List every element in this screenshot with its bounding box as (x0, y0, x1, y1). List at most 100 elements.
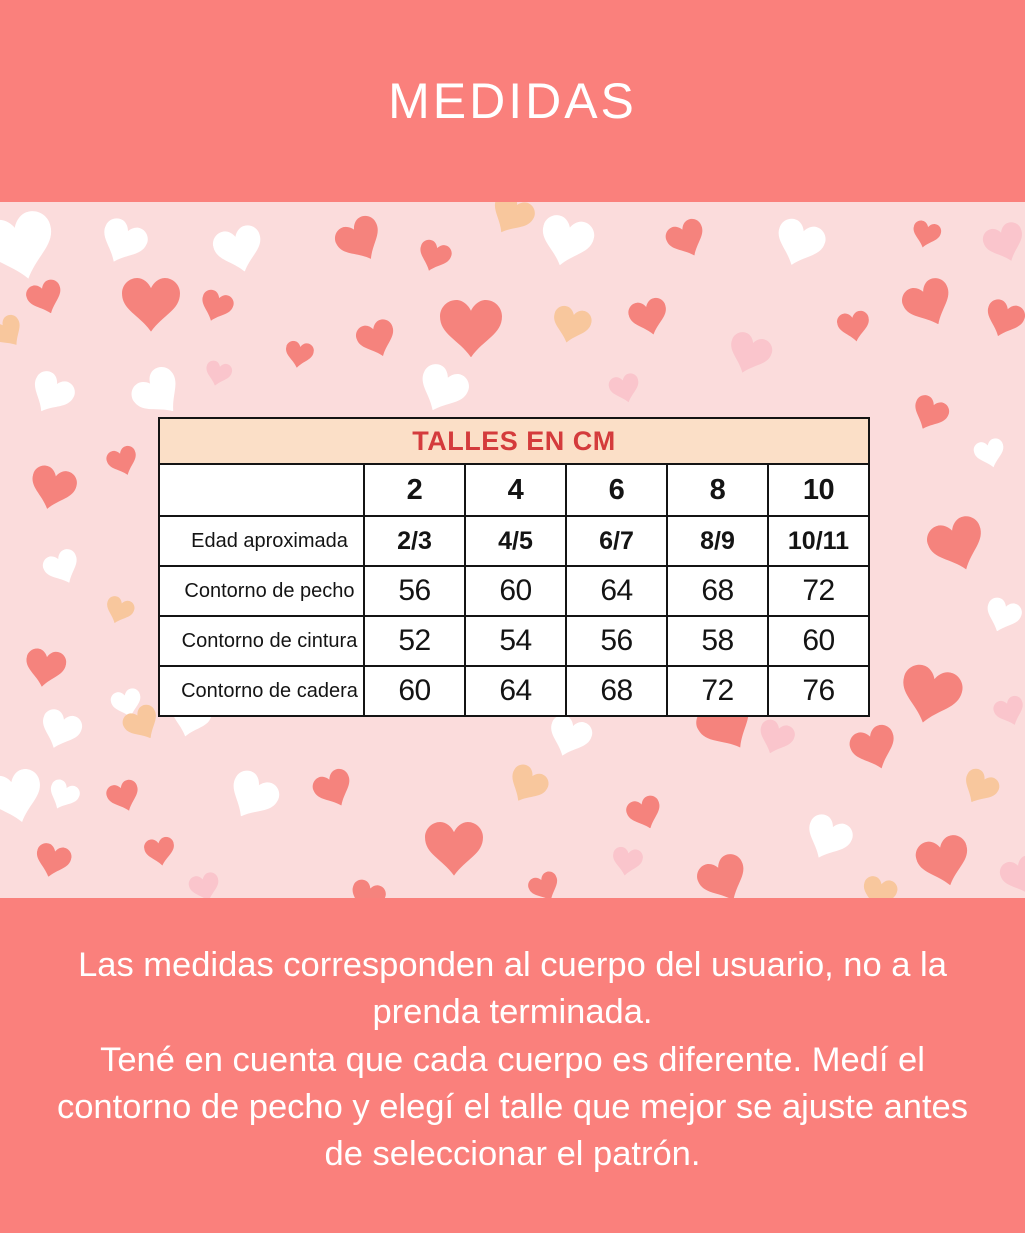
row-value: 60 (767, 615, 870, 667)
heart-icon (122, 278, 180, 332)
table-row: Contorno de cadera 60 64 68 72 76 (158, 665, 870, 717)
heart-icon (915, 835, 968, 886)
heart-icon (420, 239, 452, 271)
heart-icon (849, 724, 894, 769)
hearts-band: TALLES EN CM 2 4 6 8 10 Edad aproximada 2/3 4/5 6… (0, 202, 1025, 898)
heart-icon (334, 215, 378, 259)
heart-icon (286, 340, 314, 368)
hearts-layer (0, 202, 1025, 898)
size-column-header: 4 (464, 463, 567, 517)
heart-icon (913, 220, 942, 248)
footer-note-choose-size: Tené en cuenta que cada cuerpo es difere… (57, 1040, 968, 1174)
row-value: 56 (565, 615, 668, 667)
row-value: 6/7 (565, 515, 668, 567)
row-value: 60 (363, 665, 466, 717)
page-title: MEDIDAS (388, 73, 637, 129)
row-value: 58 (666, 615, 769, 667)
heart-icon (551, 715, 593, 756)
row-value: 2/3 (363, 515, 466, 567)
row-label: Edad aproximada (158, 515, 365, 567)
row-value: 64 (464, 665, 567, 717)
row-value: 60 (464, 565, 567, 617)
heart-icon (206, 360, 233, 386)
heart-icon (352, 879, 386, 898)
heart-icon (512, 764, 549, 801)
heart-icon (613, 846, 643, 876)
row-value: 8/9 (666, 515, 769, 567)
heart-icon (422, 364, 469, 411)
heart-icon (993, 695, 1023, 725)
row-value: 4/5 (464, 515, 567, 567)
heart-icon (131, 366, 176, 412)
row-value: 10/11 (767, 515, 870, 567)
heart-icon (999, 855, 1025, 894)
heart-icon (982, 222, 1022, 261)
row-value: 64 (565, 565, 668, 617)
heart-icon (927, 516, 981, 570)
heart-icon (760, 719, 795, 754)
table-row: Contorno de cintura 52 54 56 58 60 (158, 615, 870, 667)
heart-icon (628, 297, 666, 335)
row-value: 72 (767, 565, 870, 617)
bottom-banner: Las medidas corresponden al cuerpo del u… (0, 898, 1025, 1233)
footer-note-body-measurements: Las medidas corresponden al cuerpo del u… (78, 946, 947, 1032)
heart-icon (542, 215, 595, 266)
size-table-wrap: TALLES EN CM 2 4 6 8 10 Edad aproximada 2/3 4/5 6… (158, 417, 870, 717)
heart-icon (233, 770, 280, 817)
heart-icon (36, 843, 72, 877)
heart-icon (106, 445, 136, 475)
heart-icon (212, 225, 261, 272)
heart-icon (809, 814, 853, 858)
row-value: 52 (363, 615, 466, 667)
row-value: 68 (666, 565, 769, 617)
table-size-row: 2 4 6 8 10 (158, 463, 870, 517)
heart-icon (528, 871, 558, 898)
size-column-header: 10 (767, 463, 870, 517)
heart-icon (107, 596, 135, 624)
heart-icon (26, 279, 61, 314)
heart-icon (915, 395, 950, 429)
heart-icon (987, 597, 1022, 632)
row-label: Contorno de cadera (158, 665, 365, 717)
heart-icon (903, 664, 963, 723)
heart-icon (0, 769, 40, 823)
size-column-header: 2 (363, 463, 466, 517)
size-column-header: 6 (565, 463, 668, 517)
size-table: TALLES EN CM 2 4 6 8 10 Edad aproximada 2/3 4/5 6… (158, 417, 870, 717)
heart-icon (966, 768, 1000, 803)
heart-icon (32, 465, 77, 509)
heart-icon (987, 299, 1025, 337)
heart-icon (34, 371, 75, 412)
heart-icon (188, 872, 219, 898)
heart-icon (355, 319, 394, 357)
row-value: 76 (767, 665, 870, 717)
heart-icon (50, 779, 80, 809)
table-title-row: TALLES EN CM (158, 417, 870, 465)
heart-icon (43, 709, 83, 748)
top-banner: MEDIDAS (0, 0, 1025, 202)
row-value: 54 (464, 615, 567, 667)
table-row: Edad aproximada 2/3 4/5 6/7 8/9 10/11 (158, 515, 870, 567)
heart-icon (778, 218, 826, 266)
heart-icon (973, 438, 1004, 468)
heart-icon (42, 549, 77, 583)
size-row-empty-cell (158, 463, 365, 517)
row-label: Contorno de cintura (158, 615, 365, 667)
table-title-cell: TALLES EN CM (158, 417, 870, 465)
row-value: 72 (666, 665, 769, 717)
heart-icon (863, 876, 898, 898)
heart-icon (110, 688, 141, 718)
heart-icon (312, 768, 350, 806)
heart-icon (26, 648, 67, 687)
heart-icon (665, 218, 703, 256)
heart-icon (697, 854, 744, 898)
row-value: 56 (363, 565, 466, 617)
heart-icon (608, 373, 639, 403)
heart-icon (122, 704, 156, 739)
row-label: Contorno de pecho (158, 565, 365, 617)
heart-icon (0, 314, 20, 345)
heart-icon (837, 310, 869, 342)
heart-icon (144, 836, 174, 866)
heart-icon (731, 332, 773, 373)
